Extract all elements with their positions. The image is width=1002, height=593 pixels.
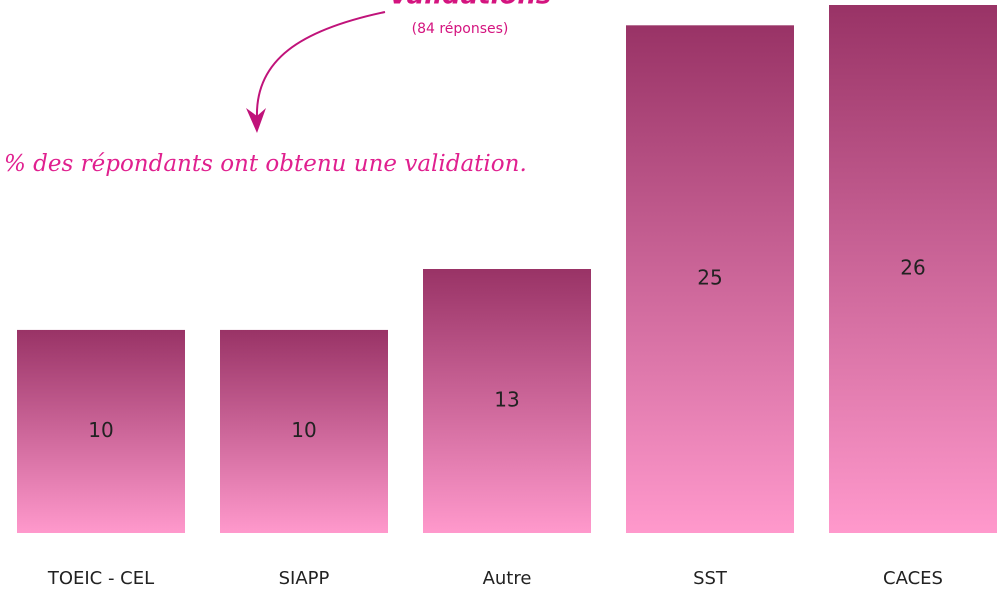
arrow bbox=[255, 11, 386, 119]
value-label: 13 bbox=[494, 388, 519, 412]
value-label: 25 bbox=[697, 266, 722, 290]
annotation: % des répondants ont obtenu une validati… bbox=[4, 151, 527, 177]
value-label: 10 bbox=[88, 418, 113, 442]
value-label: 26 bbox=[900, 256, 925, 280]
bar bbox=[17, 329, 185, 533]
bar bbox=[423, 269, 591, 533]
bar bbox=[220, 329, 388, 533]
x-tick-label: TOEIC - CEL bbox=[47, 568, 154, 589]
x-tick-label: SIAPP bbox=[279, 568, 330, 589]
chart-title: Validations bbox=[389, 0, 552, 11]
chart-subtitle: (84 réponses) bbox=[412, 21, 509, 37]
bar bbox=[829, 5, 997, 533]
x-tick-label: Autre bbox=[483, 568, 532, 589]
x-tick-label: CACES bbox=[883, 568, 943, 589]
bar bbox=[626, 25, 794, 534]
x-tick-label: SST bbox=[693, 568, 728, 589]
value-label: 10 bbox=[291, 418, 316, 442]
arrow-head bbox=[246, 108, 266, 133]
